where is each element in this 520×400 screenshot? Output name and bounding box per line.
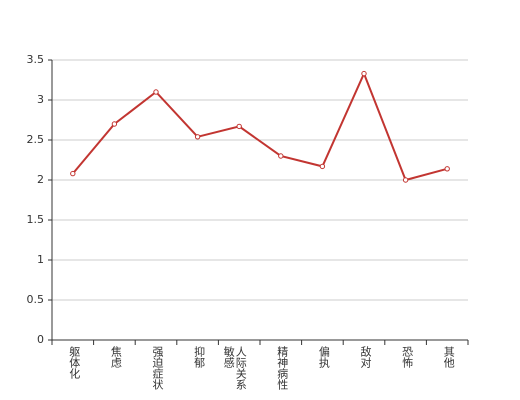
y-tick-label: 1 <box>37 253 44 266</box>
x-tick-label: 其他 <box>442 346 456 368</box>
point <box>278 153 284 159</box>
x-tick-label: 强迫症状 <box>151 346 164 390</box>
y-tick-label: 2.5 <box>27 133 45 146</box>
x-tick-label: 抑郁 <box>192 346 206 368</box>
point <box>236 123 242 130</box>
y-tick-label: 1.5 <box>27 213 45 226</box>
point <box>153 89 159 95</box>
y-tick-label: 2 <box>37 173 44 186</box>
x-tick-label: 焦虑 <box>109 346 123 368</box>
x-tick-label: 人际关系敏感 <box>222 346 248 390</box>
x-tick-label: 精神病性 <box>275 346 289 390</box>
x-tick-label: 恐怖 <box>400 346 414 368</box>
point <box>444 166 450 172</box>
point <box>111 121 118 127</box>
y-tick-label: 0 <box>37 333 44 346</box>
x-tick-label: 敌对 <box>359 346 372 368</box>
x-tick-label: 躯体化 <box>67 346 81 379</box>
point <box>361 70 367 77</box>
point <box>402 177 409 183</box>
y-tick-label: 3 <box>37 93 44 106</box>
point <box>319 163 326 170</box>
x-tick-label: 偏执 <box>317 346 331 368</box>
point <box>194 134 201 140</box>
y-tick-label: 3.5 <box>27 53 45 66</box>
y-tick-label: 0.5 <box>27 293 45 306</box>
point <box>70 170 76 177</box>
line <box>72 71 448 182</box>
